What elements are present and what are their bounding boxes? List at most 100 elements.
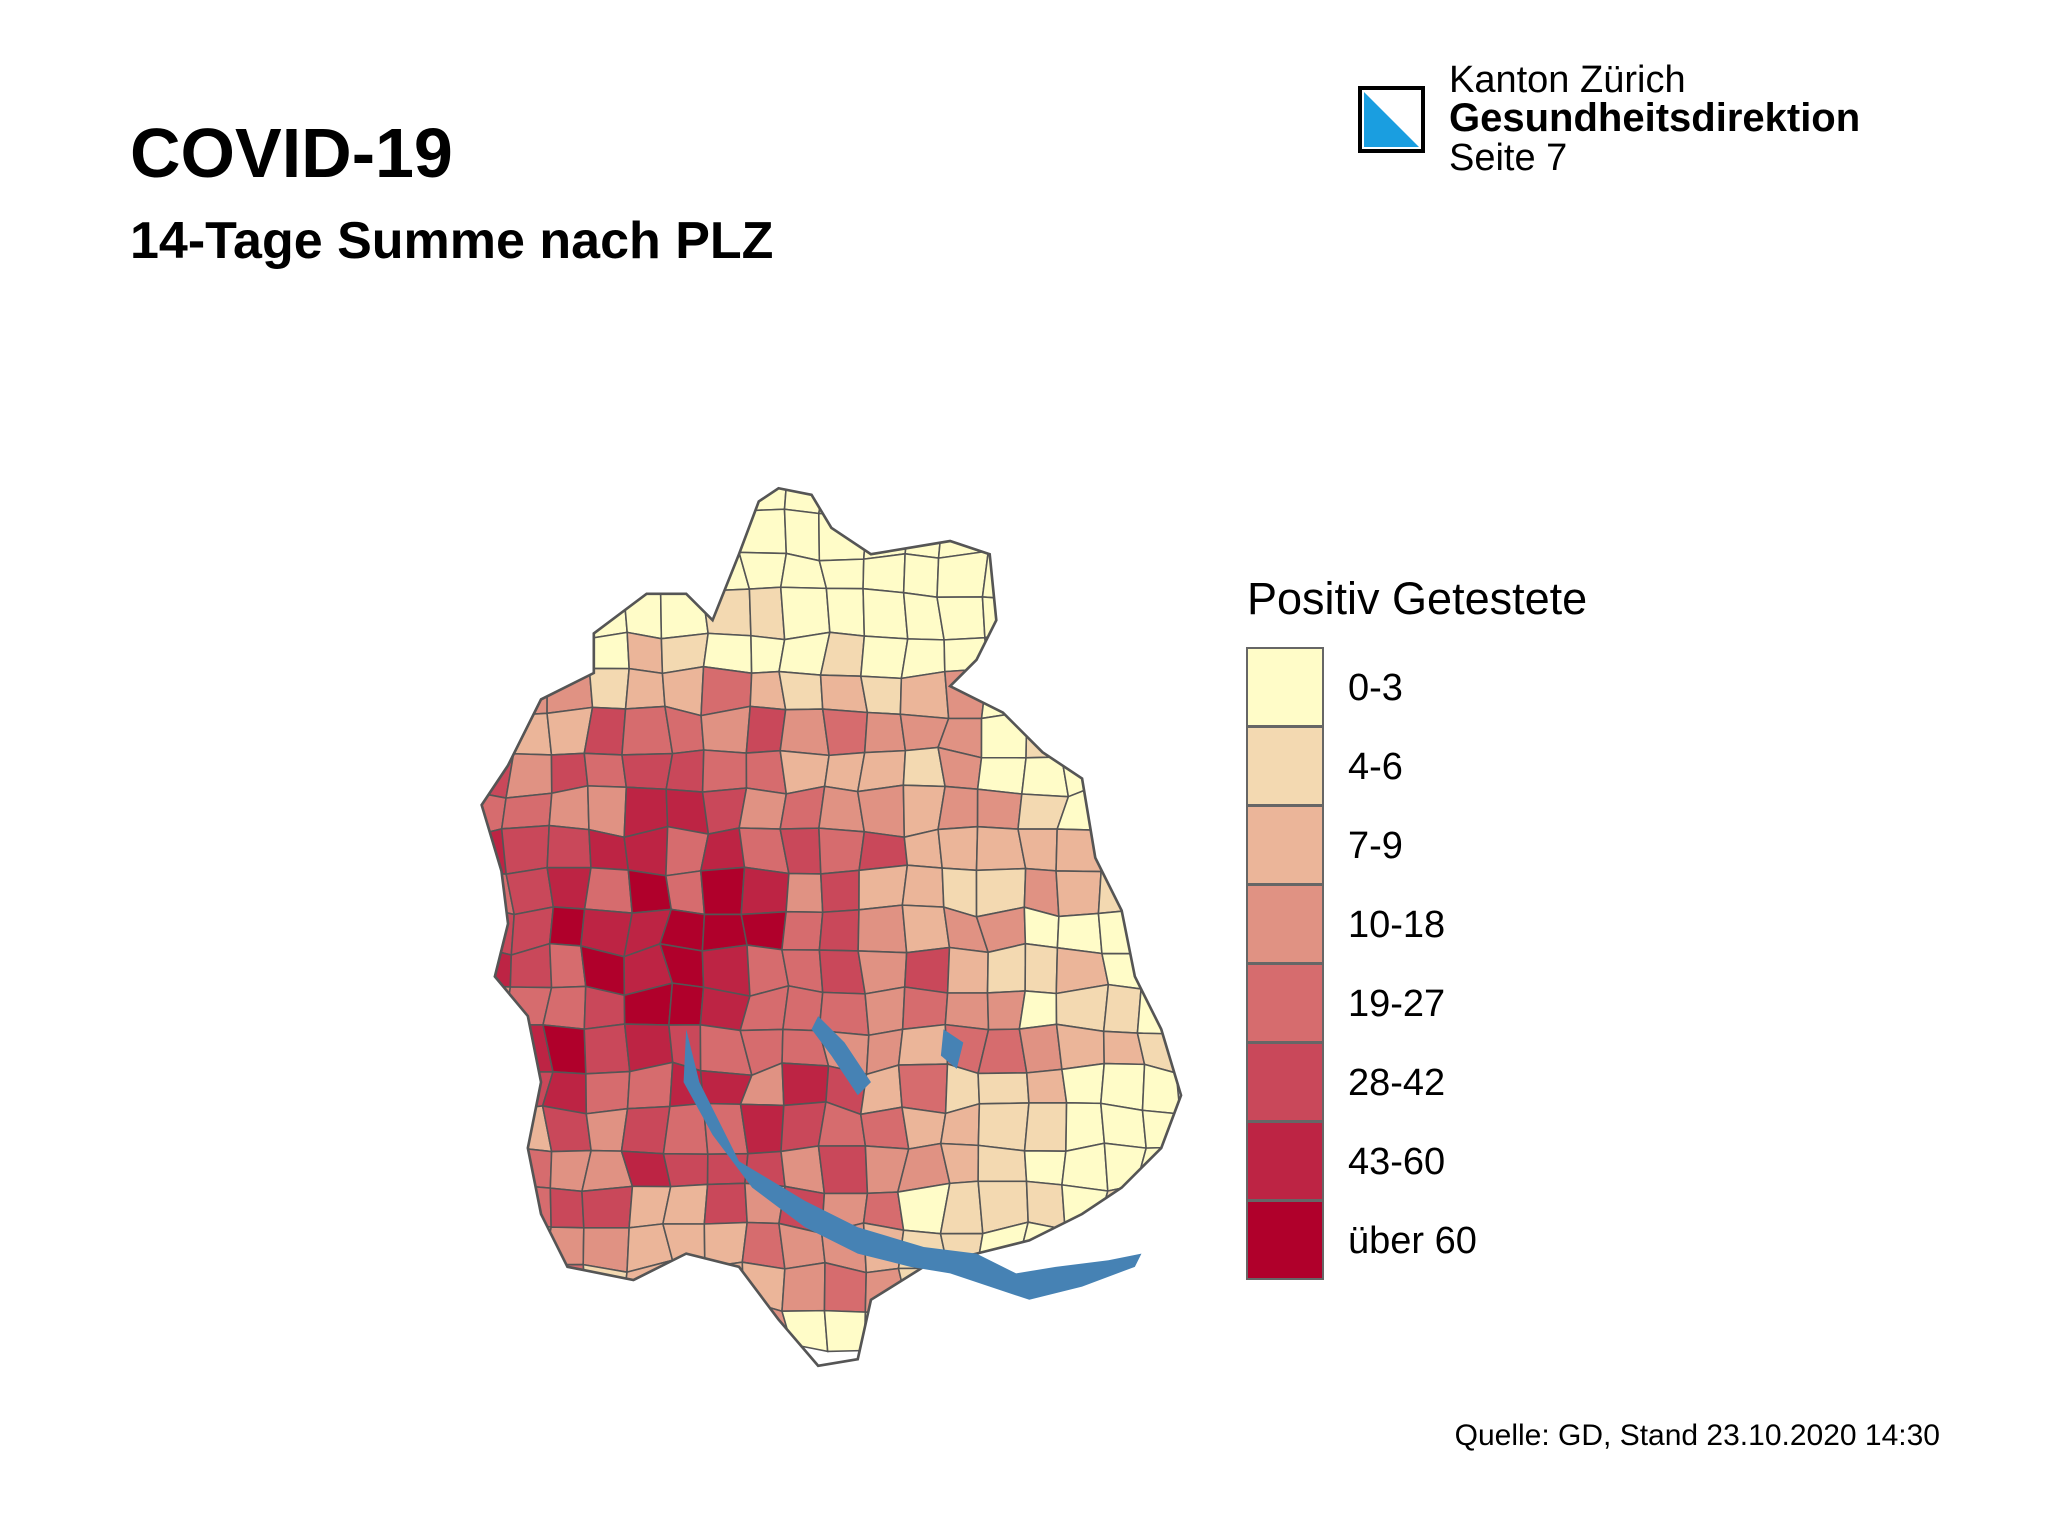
- legend-swatch: [1246, 1042, 1324, 1122]
- postcode-area: [821, 708, 869, 757]
- postcode-area: [1097, 908, 1145, 955]
- postcode-area: [818, 827, 866, 875]
- postcode-area: [701, 588, 752, 637]
- legend-swatch: [1246, 726, 1324, 806]
- postcode-area: [670, 1259, 706, 1311]
- legend-label: über 60: [1348, 1220, 1477, 1262]
- postcode-area: [903, 828, 944, 869]
- postcode-area: [981, 488, 1023, 521]
- postcode-area: [740, 910, 788, 951]
- postcode-area: [1055, 983, 1110, 1033]
- postcode-area: [541, 488, 585, 522]
- postcode-area: [1026, 1298, 1063, 1353]
- postcode-area: [779, 708, 830, 757]
- legend-swatch: [1246, 884, 1324, 964]
- postcode-area: [580, 488, 629, 521]
- postcode-area: [819, 869, 860, 914]
- postcode-area: [548, 906, 586, 947]
- postcode-area: [1140, 631, 1182, 674]
- postcode-area: [664, 869, 706, 916]
- postcode-area: [481, 1262, 514, 1313]
- postcode-area: [1134, 587, 1182, 639]
- postcode-area: [501, 630, 548, 681]
- postcode-area: [581, 1185, 634, 1229]
- source-note: Quelle: GD, Stand 23.10.2020 14:30: [1455, 1419, 1940, 1452]
- legend-title: Positiv Getestete: [1247, 573, 1587, 624]
- postcode-area: [1097, 1299, 1138, 1351]
- postcode-area: [980, 710, 1028, 759]
- postcode-area: [1019, 626, 1070, 675]
- postcode-area: [901, 986, 949, 1031]
- postcode-area: [1100, 952, 1144, 990]
- postcode-area: [1135, 547, 1178, 600]
- postcode-area: [501, 712, 553, 756]
- postcode-area: [481, 705, 515, 755]
- postcode-area: [668, 1306, 713, 1341]
- postcode-area: [1095, 784, 1147, 837]
- postcode-area: [666, 512, 711, 562]
- postcode-area: [901, 904, 951, 954]
- postcode-area: [701, 749, 748, 793]
- greifensee: [811, 1016, 871, 1096]
- postcode-area: [738, 787, 788, 830]
- postcode-area: [1055, 870, 1102, 918]
- postcode-area: [859, 488, 911, 518]
- postcode-area: [977, 1144, 1028, 1183]
- postcode-area: [1142, 1224, 1182, 1273]
- postcode-area: [619, 1304, 673, 1345]
- postcode-area: [859, 675, 903, 716]
- postcode-area: [1141, 709, 1179, 751]
- postcode-area: [1055, 707, 1102, 758]
- postcode-area: [481, 1070, 510, 1112]
- postcode-area: [899, 1309, 951, 1349]
- postcode-area: [546, 824, 592, 869]
- postcode-area: [986, 942, 1027, 994]
- postcode-area: [1137, 488, 1182, 522]
- postcode-area: [1055, 1023, 1106, 1071]
- legend-label: 28-42: [1348, 1062, 1445, 1104]
- subtitle: 14-Tage Summe nach PLZ: [130, 212, 773, 270]
- postcode-area: [936, 550, 990, 598]
- postcode-area: [699, 866, 746, 916]
- postcode-area: [1020, 756, 1070, 798]
- postcode-area: [1096, 488, 1142, 520]
- postcode-area: [481, 586, 510, 636]
- postcode-area: [585, 1107, 629, 1152]
- postcode-area: [1023, 1150, 1067, 1186]
- postcode-area: [548, 942, 587, 989]
- postcode-area: [817, 1145, 869, 1195]
- postcode-area: [978, 1299, 1030, 1348]
- postcode-area: [976, 756, 1027, 795]
- pfaeffikersee: [940, 1029, 964, 1069]
- postcode-area: [936, 596, 986, 641]
- postcode-area: [1134, 830, 1182, 876]
- lake-zurich: [683, 1029, 1142, 1300]
- postcode-area: [548, 784, 590, 831]
- postcode-area: [778, 670, 824, 711]
- postcode-area: [741, 1221, 786, 1270]
- postcode-area: [1064, 556, 1105, 597]
- postcode-area: [944, 992, 990, 1031]
- postcode-area: [1102, 983, 1142, 1034]
- postcode-area: [937, 785, 979, 831]
- postcode-area: [745, 749, 788, 795]
- postcode-area: [897, 1023, 949, 1066]
- postcode-area: [547, 547, 588, 590]
- postcode-area: [505, 511, 550, 558]
- postcode-area: [588, 667, 631, 710]
- postcode-area: [1025, 707, 1063, 759]
- postcode-area: [584, 551, 625, 595]
- postcode-area: [546, 866, 592, 910]
- postcode-area: [897, 1063, 949, 1115]
- postcode-area: [546, 630, 591, 681]
- postcode-area: [549, 1187, 585, 1229]
- postcode-area: [583, 866, 634, 914]
- postcode-area: [1137, 517, 1182, 560]
- postcode-area: [781, 910, 824, 951]
- postcode-area: [904, 511, 944, 559]
- legend-label: 43-60: [1348, 1141, 1445, 1183]
- postcode-area: [864, 1310, 910, 1352]
- legend-swatch: [1246, 1200, 1324, 1280]
- title: COVID-19: [130, 114, 453, 192]
